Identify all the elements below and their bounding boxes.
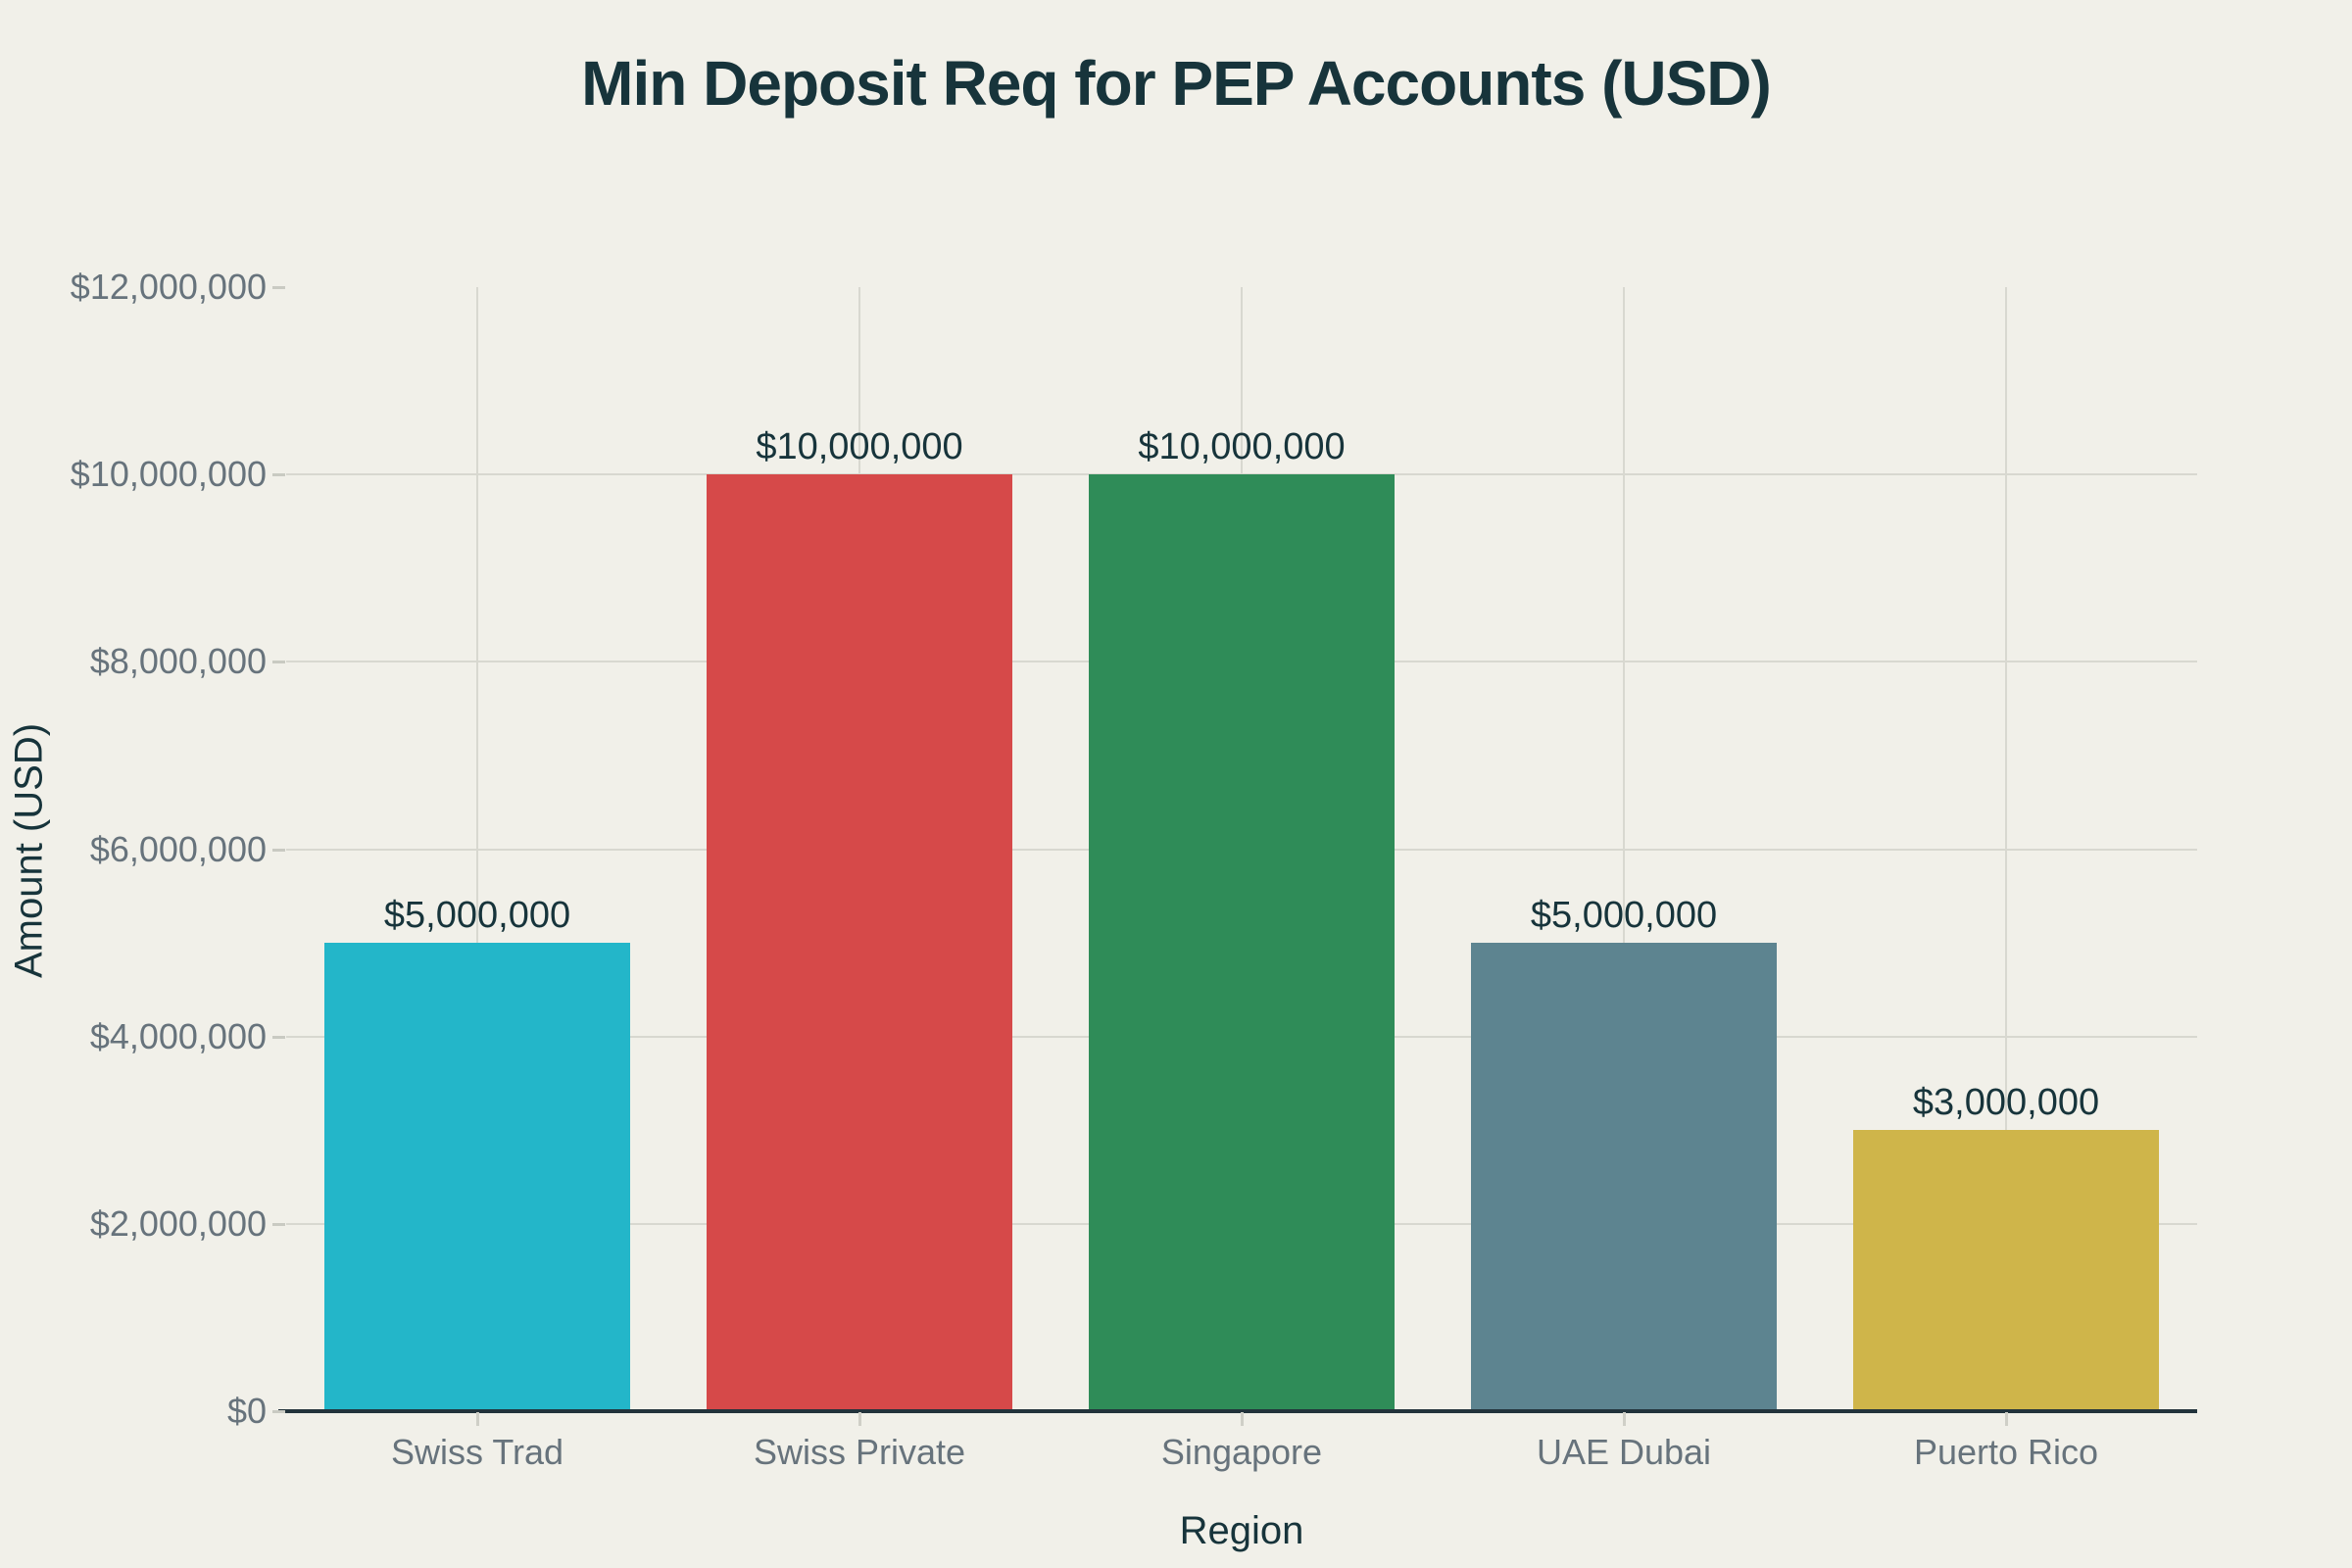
x-tick-mark — [1623, 1412, 1626, 1426]
x-tick-mark — [1241, 1412, 1244, 1426]
x-gridline — [2005, 287, 2007, 1411]
y-tick-label: $10,000,000 — [70, 454, 267, 495]
bar-swiss-trad — [324, 943, 630, 1411]
plot-area — [286, 287, 2197, 1411]
bar-value-label: $10,000,000 — [1138, 426, 1346, 467]
x-axis-title: Region — [1179, 1509, 1304, 1552]
y-tick-mark — [272, 473, 285, 477]
y-tick-label: $6,000,000 — [89, 828, 267, 869]
y-tick-label: $0 — [226, 1391, 267, 1431]
bar-swiss-private — [707, 474, 1012, 1411]
y-tick-mark — [272, 661, 285, 664]
x-tick-mark — [2005, 1412, 2008, 1426]
y-tick-mark — [272, 1222, 285, 1226]
bar-value-label: $5,000,000 — [383, 895, 571, 936]
x-tick-label: UAE Dubai — [1536, 1432, 1712, 1472]
x-tick-label: Swiss Trad — [390, 1432, 564, 1472]
y-tick-mark — [272, 1035, 285, 1039]
bar-singapore — [1089, 474, 1395, 1411]
y-tick-label: $2,000,000 — [89, 1202, 267, 1244]
y-tick-label: $4,000,000 — [89, 1015, 267, 1056]
bar-value-label: $10,000,000 — [756, 426, 963, 467]
x-tick-label: Singapore — [1160, 1432, 1323, 1472]
x-tick-label: Swiss Private — [753, 1432, 966, 1472]
y-tick-mark — [272, 1410, 285, 1413]
x-gridline — [476, 287, 478, 1411]
bar-value-label: $5,000,000 — [1530, 895, 1718, 936]
bar-puerto-rico — [1853, 1130, 2159, 1411]
x-gridline — [1623, 287, 1625, 1411]
x-tick-label: Puerto Rico — [1913, 1432, 2099, 1472]
y-tick-mark — [272, 848, 285, 852]
x-axis-line — [278, 1409, 2197, 1413]
y-tick-label: $8,000,000 — [89, 641, 267, 682]
y-tick-mark — [272, 286, 285, 289]
x-tick-mark — [476, 1412, 479, 1426]
y-tick-label: $12,000,000 — [70, 267, 267, 307]
bar-value-label: $3,000,000 — [1912, 1082, 2100, 1123]
chart-title: Min Deposit Req for PEP Accounts (USD) — [581, 48, 1772, 119]
bar-uae-dubai — [1471, 943, 1777, 1411]
x-tick-mark — [858, 1412, 861, 1426]
